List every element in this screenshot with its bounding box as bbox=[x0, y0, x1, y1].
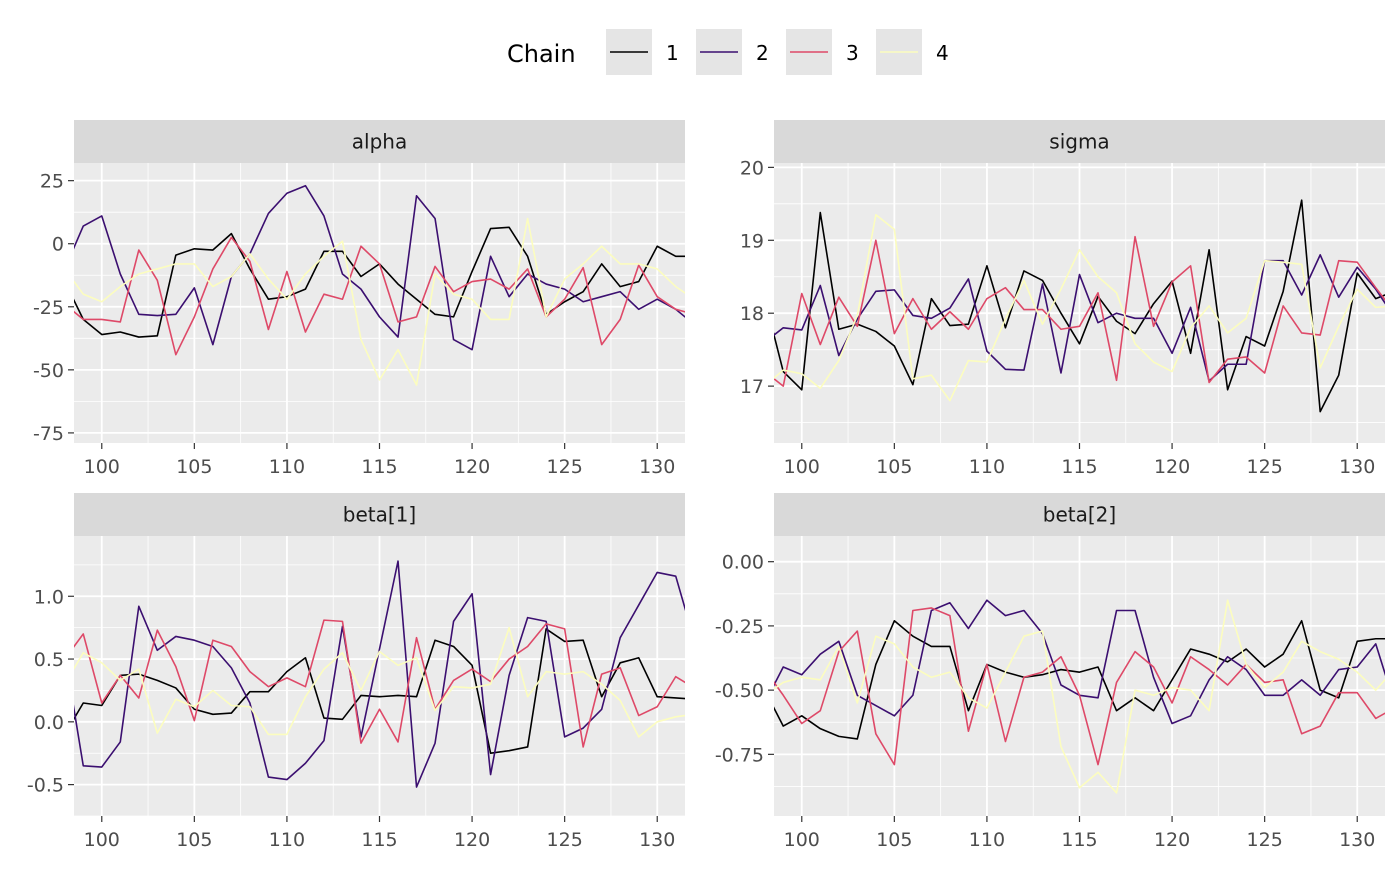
series-line-chain-1 bbox=[774, 199, 1385, 413]
y-tick-label: 0.0 bbox=[34, 712, 64, 734]
facet-strip bbox=[74, 120, 685, 163]
legend: Chain 1 2 3 4 bbox=[507, 29, 949, 75]
legend-label: 4 bbox=[936, 41, 949, 65]
x-tick-label: 115 bbox=[1061, 829, 1097, 851]
series-line-chain-4 bbox=[774, 213, 1385, 402]
x-tick-label: 110 bbox=[969, 829, 1005, 851]
y-tick-label: -75 bbox=[33, 423, 64, 445]
facet-strip bbox=[774, 120, 1385, 163]
y-tick-label: 0.00 bbox=[722, 552, 764, 574]
x-tick-label: 100 bbox=[84, 829, 120, 851]
legend-label: 2 bbox=[756, 41, 769, 65]
facet-strip bbox=[74, 493, 685, 536]
x-tick-label: 130 bbox=[1339, 456, 1375, 478]
gridlines bbox=[74, 536, 685, 816]
x-tick-label: 110 bbox=[269, 829, 305, 851]
gridlines bbox=[74, 163, 685, 443]
series-line-chain-3 bbox=[774, 607, 1385, 766]
x-tick-label: 120 bbox=[454, 456, 490, 478]
x-tick-label: 120 bbox=[1154, 456, 1190, 478]
facet-strip-label: beta[2] bbox=[1043, 503, 1116, 527]
series-line-chain-1 bbox=[774, 619, 1385, 740]
x-tick-label: 110 bbox=[269, 456, 305, 478]
y-tick-label: -0.75 bbox=[715, 744, 764, 766]
x-tick-label: 115 bbox=[361, 456, 397, 478]
y-tick-label: 25 bbox=[40, 171, 64, 193]
series-lines bbox=[74, 184, 685, 386]
y-tick-label: -0.25 bbox=[715, 616, 764, 638]
legend-label: 1 bbox=[666, 41, 679, 65]
x-tick-label: 105 bbox=[876, 829, 912, 851]
x-tick-label: 115 bbox=[361, 829, 397, 851]
series-line-chain-3 bbox=[774, 235, 1385, 387]
series-line-chain-1 bbox=[74, 628, 685, 755]
x-tick-label: 105 bbox=[876, 456, 912, 478]
x-tick-label: 120 bbox=[1154, 829, 1190, 851]
x-tick-label: 125 bbox=[547, 456, 583, 478]
x-tick-label: 100 bbox=[784, 456, 820, 478]
y-tick-label: 1.0 bbox=[34, 586, 64, 608]
y-tick-label: 17 bbox=[740, 376, 764, 398]
y-tick-label: 20 bbox=[740, 157, 764, 179]
gridlines bbox=[774, 536, 1385, 816]
x-tick-label: 105 bbox=[176, 456, 212, 478]
x-tick-label: 100 bbox=[784, 829, 820, 851]
series-line-chain-3 bbox=[74, 619, 685, 748]
y-tick-label: -25 bbox=[33, 297, 64, 319]
y-tick-label: 0.5 bbox=[34, 649, 64, 671]
x-tick-label: 125 bbox=[1247, 456, 1283, 478]
x-tick-label: 125 bbox=[1247, 829, 1283, 851]
series-lines bbox=[774, 599, 1385, 794]
legend-title: Chain bbox=[507, 40, 576, 68]
legend-label: 3 bbox=[846, 41, 859, 65]
x-tick-label: 130 bbox=[1339, 829, 1375, 851]
facet-panel: alpha 25 0 -25 -50 -75 100 105 110 115 120 125 130 bbox=[33, 120, 685, 478]
x-tick-label: 120 bbox=[454, 829, 490, 851]
x-tick-label: 130 bbox=[639, 829, 675, 851]
facet-strip-label: alpha bbox=[352, 130, 407, 154]
y-tick-label: -0.5 bbox=[27, 775, 64, 797]
x-tick-label: 100 bbox=[84, 456, 120, 478]
series-line-chain-4 bbox=[774, 599, 1385, 794]
series-line-chain-3 bbox=[74, 236, 685, 356]
y-tick-label: 0 bbox=[52, 234, 64, 256]
x-tick-label: 105 bbox=[176, 829, 212, 851]
facet-strip bbox=[774, 493, 1385, 536]
series-lines bbox=[774, 199, 1385, 413]
series-line-chain-4 bbox=[74, 217, 685, 386]
y-tick-label: 18 bbox=[740, 303, 764, 325]
facet-panel: sigma 20 19 18 17 100 105 110 115 120 125 130 bbox=[740, 120, 1385, 478]
x-tick-label: 130 bbox=[639, 456, 675, 478]
facet-panel: beta[2] 0.00 -0.25 -0.50 -0.75 100 105 110 115 12… bbox=[715, 493, 1385, 851]
y-tick-label: -0.50 bbox=[715, 680, 764, 702]
series-line-chain-2 bbox=[774, 254, 1385, 382]
series-lines bbox=[74, 560, 685, 788]
facet-panel: beta[1] 1.0 0.5 0.0 -0.5 100 105 110 115 120 125 13… bbox=[27, 493, 685, 851]
series-line-chain-4 bbox=[74, 626, 685, 738]
y-tick-label: -50 bbox=[33, 360, 64, 382]
facet-strip-label: sigma bbox=[1049, 130, 1109, 154]
facet-strip-label: beta[1] bbox=[343, 503, 416, 527]
x-tick-label: 125 bbox=[547, 829, 583, 851]
x-tick-label: 115 bbox=[1061, 456, 1097, 478]
series-line-chain-2 bbox=[74, 184, 685, 351]
x-tick-label: 110 bbox=[969, 456, 1005, 478]
y-tick-label: 19 bbox=[740, 230, 764, 252]
